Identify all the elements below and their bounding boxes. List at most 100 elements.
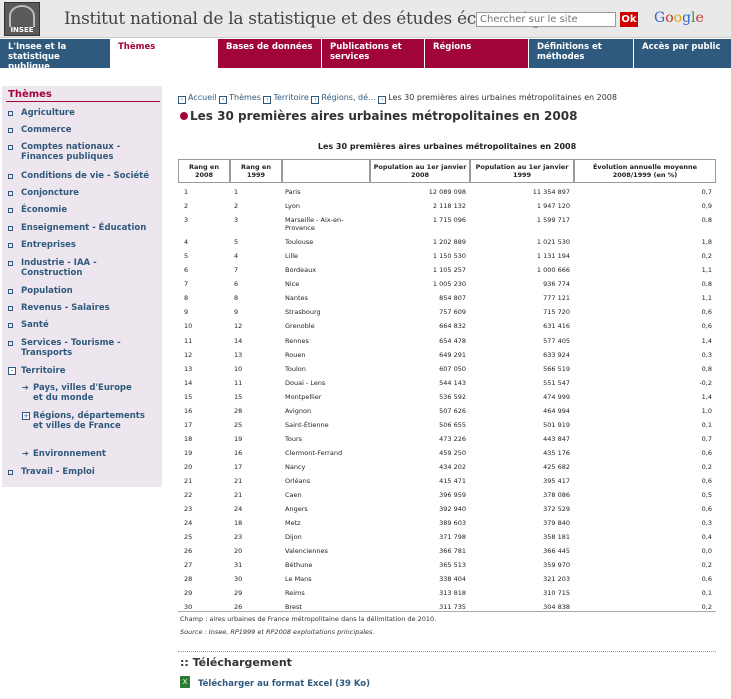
table-row: 26 20 Valenciennes 366 781 366 445 0,0 <box>178 544 716 558</box>
nav-databases[interactable]: Bases de données <box>217 39 321 68</box>
arrow-icon: ➔ <box>22 449 29 458</box>
bullet-icon <box>8 174 13 179</box>
sidebar-item-environnement[interactable]: Environnement <box>33 449 106 459</box>
cell-name: Paris <box>285 188 301 196</box>
cell-pop-1999: 11 354 897 <box>532 188 570 196</box>
cell-pop-1999: 366 445 <box>543 547 570 556</box>
nav-publications[interactable]: Publications et services <box>321 39 424 68</box>
table-row: 28 30 Le Mans 338 404 321 203 0,6 <box>178 572 716 586</box>
cell-pop-2008: 1 150 530 <box>432 252 466 261</box>
nav-themes[interactable]: Thèmes <box>110 39 217 68</box>
cell-rank-1999: 3 <box>234 216 239 225</box>
sidebar-item-sante[interactable]: Santé <box>21 320 49 330</box>
cell-pop-1999: 378 086 <box>543 491 570 500</box>
nav-insee[interactable]: L'Insee et la statistique publique <box>0 39 110 72</box>
cell-pop-1999: 310 715 <box>543 589 570 598</box>
cell-rank-2008: 19 <box>184 448 193 457</box>
table-row: 18 19 Tours 473 226 443 847 0,7 <box>178 432 716 446</box>
sidebar-item-economie[interactable]: Économie <box>21 205 68 215</box>
cell-name: Montpellier <box>285 392 322 401</box>
cell-pop-2008: 854 807 <box>439 294 466 303</box>
cell-pop-2008: 1 105 257 <box>432 266 466 275</box>
header-pop-1999: Population au 1er janvier 1999 <box>470 159 574 183</box>
sidebar-item-pays[interactable]: Pays, villes d'Europe et du monde <box>33 383 132 403</box>
cell-rank-1999: 14 <box>234 336 243 345</box>
cell-rank-1999: 12 <box>234 322 243 331</box>
cell-pop-2008: 396 959 <box>439 491 466 500</box>
table-row: 6 7 Bordeaux 1 105 257 1 000 666 1,1 <box>178 263 716 277</box>
search-input[interactable] <box>476 12 616 27</box>
arrow-icon: › <box>219 96 228 104</box>
cell-evolution: 1,1 <box>701 266 712 275</box>
sidebar: Thèmes Agriculture Commerce Comptes nati… <box>2 86 162 487</box>
cell-pop-1999: 551 547 <box>543 378 570 387</box>
sidebar-item-agriculture[interactable]: Agriculture <box>21 108 75 118</box>
sidebar-item-enseignement[interactable]: Enseignement - Éducation <box>21 223 147 233</box>
cell-pop-2008: 757 609 <box>439 308 466 317</box>
cell-rank-1999: 21 <box>234 477 243 485</box>
sidebar-item-revenus[interactable]: Revenus - Salaires <box>21 303 110 313</box>
cell-pop-1999: 372 529 <box>543 505 570 514</box>
bullet-icon <box>8 226 13 231</box>
cell-evolution: 0,1 <box>701 589 712 598</box>
sidebar-item-industrie[interactable]: Industrie - IAA - Construction <box>21 258 97 278</box>
google-logo[interactable]: Google <box>654 10 704 26</box>
sidebar-item-conjoncture[interactable]: Conjoncture <box>21 188 80 198</box>
expand-icon[interactable]: + <box>22 412 30 420</box>
cell-rank-2008: 6 <box>184 266 189 275</box>
cell-pop-2008: 366 781 <box>439 547 466 556</box>
cell-pop-2008: 1 715 096 <box>432 216 466 225</box>
cell-name: Tours <box>285 434 303 443</box>
cell-rank-2008: 21 <box>184 477 193 485</box>
sidebar-divider <box>6 101 160 102</box>
bullet-icon <box>8 470 13 475</box>
cell-pop-2008: 654 478 <box>439 336 466 345</box>
cell-name: Clermont-Ferrand <box>285 448 343 457</box>
cell-pop-2008: 506 655 <box>439 420 466 429</box>
header-rank-1999: Rang en 1999 <box>230 159 282 183</box>
excel-icon: X <box>180 676 190 688</box>
sidebar-item-regions[interactable]: Régions, départements et villes de Franc… <box>33 411 145 431</box>
breadcrumb-territoire[interactable]: Territoire <box>273 93 309 102</box>
download-excel-link[interactable]: Télécharger au format Excel (39 Ko) <box>198 679 371 689</box>
sidebar-item-services[interactable]: Services - Tourisme - Transports <box>21 338 121 358</box>
cell-rank-2008: 5 <box>184 252 189 261</box>
nav-definitions[interactable]: Définitions et méthodes <box>528 39 633 68</box>
cell-evolution: 0,5 <box>701 491 712 500</box>
sidebar-item-entreprises[interactable]: Entreprises <box>21 240 76 250</box>
sidebar-item-travail[interactable]: Travail - Emploi <box>21 467 95 477</box>
sidebar-item-population[interactable]: Population <box>21 286 73 296</box>
table-row: 10 12 Grenoble 664 832 631 416 0,6 <box>178 319 716 333</box>
cell-name: Rennes <box>285 336 309 345</box>
cell-rank-2008: 2 <box>184 202 189 211</box>
sidebar-item-territoire[interactable]: Territoire <box>21 366 66 376</box>
search-ok-button[interactable]: Ok <box>620 12 638 27</box>
breadcrumb-accueil[interactable]: Accueil <box>188 93 217 102</box>
bullet-icon <box>8 145 13 150</box>
collapse-icon[interactable]: - <box>8 367 16 375</box>
breadcrumb-themes[interactable]: Thèmes <box>229 93 261 102</box>
title-bullet-icon <box>180 112 188 120</box>
cell-pop-1999: 474 999 <box>543 392 570 401</box>
cell-evolution: 0,2 <box>701 561 712 570</box>
sidebar-item-commerce[interactable]: Commerce <box>21 125 72 135</box>
cell-pop-2008: 2 118 132 <box>432 202 466 211</box>
cell-rank-2008: 30 <box>184 603 193 612</box>
nav-regions[interactable]: Régions <box>424 39 528 68</box>
cell-pop-1999: 464 994 <box>543 406 570 415</box>
header-rank-2008: Rang en 2008 <box>178 159 230 183</box>
cell-pop-2008: 607 050 <box>439 364 466 373</box>
cell-rank-2008: 4 <box>184 238 189 247</box>
cell-evolution: 0,4 <box>701 533 712 542</box>
insee-logo[interactable]: INSEE <box>4 2 40 36</box>
cell-rank-1999: 9 <box>234 308 239 317</box>
breadcrumb-regions[interactable]: Régions, dé... <box>321 93 376 102</box>
cell-pop-1999: 425 682 <box>543 462 570 471</box>
cell-rank-2008: 8 <box>184 294 189 303</box>
sidebar-item-conditions[interactable]: Conditions de vie - Société <box>21 171 149 181</box>
note-source: Source : Insee, RP1999 et RP2008 exploit… <box>180 628 375 636</box>
cell-name: Nantes <box>285 294 308 303</box>
nav-public[interactable]: Accès par public <box>633 39 731 68</box>
cell-evolution: 0,6 <box>701 448 712 457</box>
sidebar-item-comptes[interactable]: Comptes nationaux - Finances publiques <box>21 142 121 162</box>
